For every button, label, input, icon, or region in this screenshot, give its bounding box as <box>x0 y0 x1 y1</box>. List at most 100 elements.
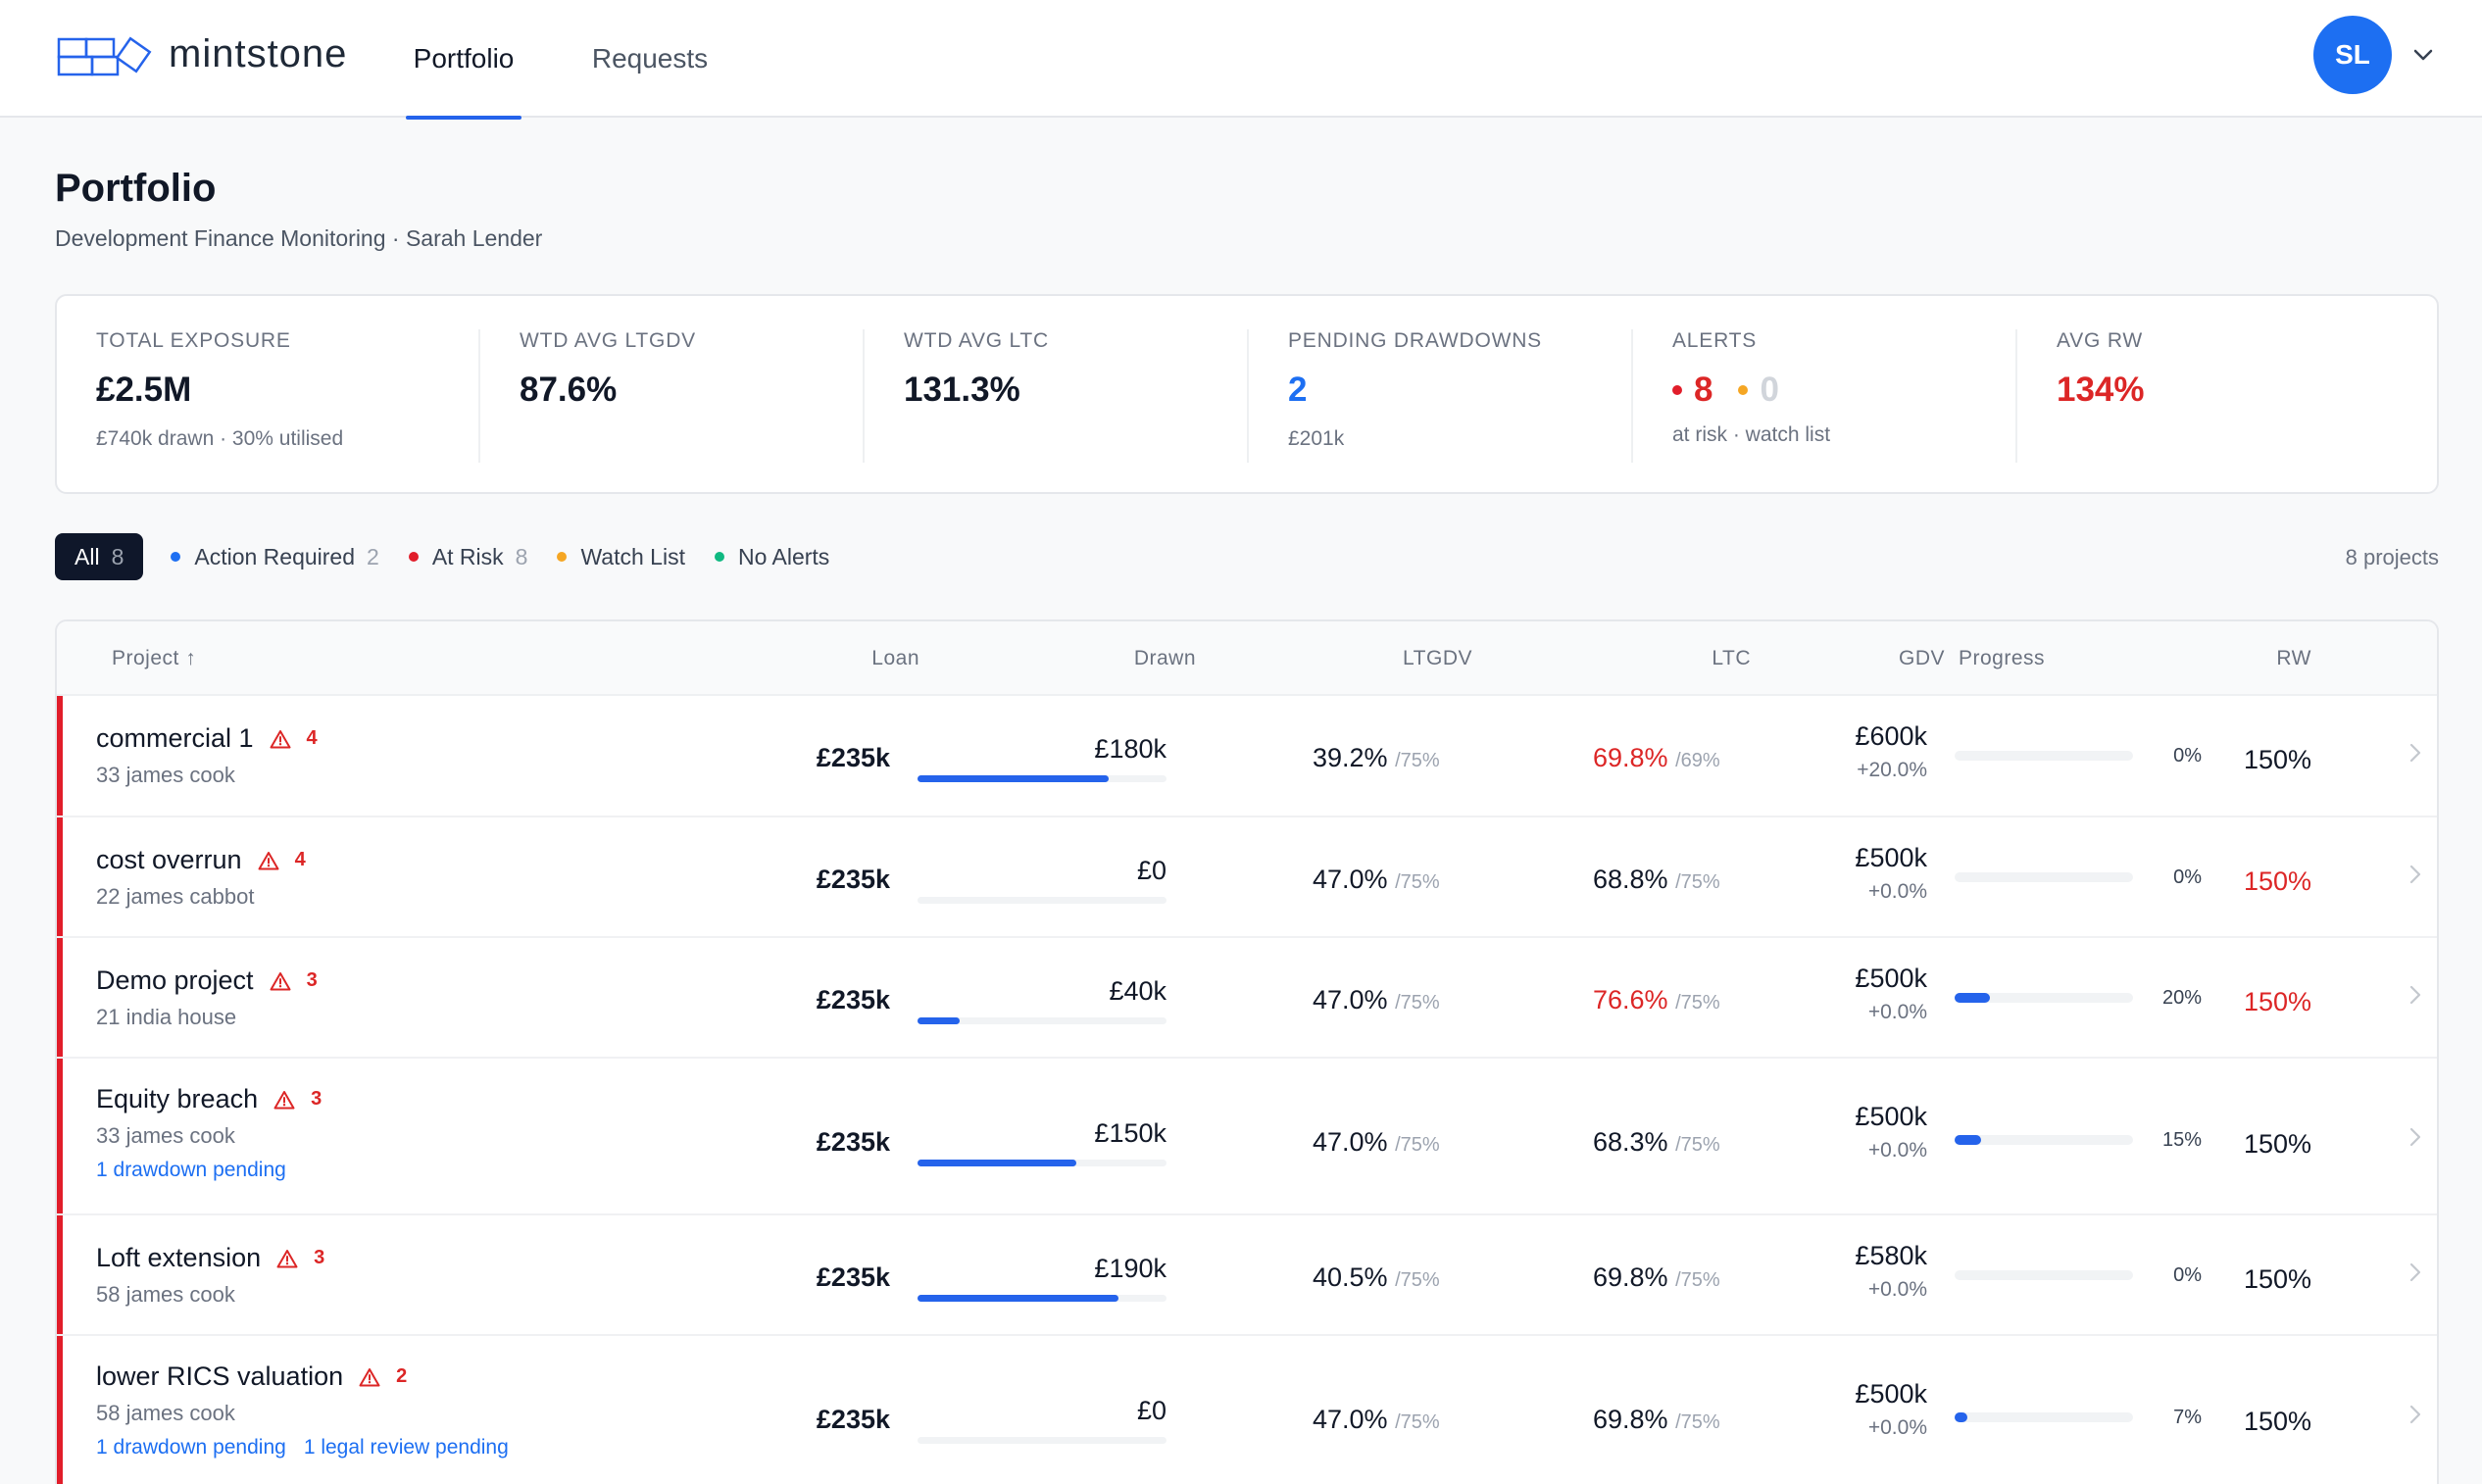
table-row[interactable]: Demo project 3 21 india house £235k £40k 47.0… <box>57 938 2437 1059</box>
filter-no-alerts[interactable]: No Alerts <box>714 544 829 570</box>
divider <box>863 329 865 463</box>
project-name[interactable]: Equity breach <box>96 1084 259 1113</box>
ltc-percent: 68.3% <box>1593 1127 1668 1157</box>
drawn-value: £190k <box>1094 1254 1167 1283</box>
amber-dot-icon <box>1738 385 1749 395</box>
loan-value: £235k <box>816 985 890 1014</box>
alert-badge: 3 <box>276 1247 324 1269</box>
risk-accent-bar <box>57 1215 63 1334</box>
drawn-bar-fill <box>918 1160 1077 1166</box>
pending-link[interactable]: 1 legal review pending <box>303 1436 509 1459</box>
top-bar: mintstone Portfolio Requests SL <box>0 0 2482 120</box>
table-row[interactable]: Equity breach 3 33 james cook 1 drawdown pe… <box>57 1059 2437 1215</box>
red-dot-icon <box>1672 385 1682 395</box>
drawn-value: £0 <box>1136 1396 1167 1425</box>
project-name[interactable]: Demo project <box>96 965 254 995</box>
project-name[interactable]: lower RICS valuation <box>96 1361 344 1391</box>
th-gdv[interactable]: GDV <box>1898 647 1945 669</box>
th-project[interactable]: Project ↑ <box>112 647 197 669</box>
th-drawn[interactable]: Drawn <box>1133 647 1196 669</box>
logo[interactable]: mintstone <box>57 29 347 78</box>
project-name[interactable]: Loft extension <box>96 1243 262 1272</box>
chevron-right-icon[interactable] <box>2408 1261 2423 1289</box>
nav-tab-portfolio[interactable]: Portfolio <box>406 0 521 120</box>
user-avatar[interactable]: SL <box>2313 16 2392 94</box>
pending-links: 1 drawdown pending 1 legal review pending <box>96 1436 526 1459</box>
ltc-percent: 69.8% <box>1593 743 1668 772</box>
drawn-bar <box>918 1017 1167 1024</box>
progress-percent: 15% <box>2161 1129 2202 1151</box>
filter-bar: All 8 Action Required 2 At Risk 8 Watch … <box>55 533 829 580</box>
table-row[interactable]: cost overrun 4 22 james cabbot £235k £0 47.0%… <box>57 817 2437 938</box>
ltc-percent: 76.6% <box>1593 985 1668 1014</box>
progress-bar-fill <box>1955 993 1991 1003</box>
progress-bar <box>1955 993 2133 1003</box>
ltc-value: 69.8% /75% <box>1593 1405 1720 1435</box>
th-progress[interactable]: Progress <box>1959 647 2046 669</box>
alert-badge: 4 <box>258 849 306 871</box>
drawn-bar <box>918 897 1167 904</box>
nav-tab-requests[interactable]: Requests <box>591 43 709 74</box>
th-ltgdv[interactable]: LTGDV <box>1403 647 1472 669</box>
at-risk-count: 8 <box>1672 371 1713 410</box>
table-row[interactable]: commercial 1 4 33 james cook £235k £180k 39.2… <box>57 696 2437 817</box>
ltgdv-value: 47.0% /75% <box>1313 1127 1440 1158</box>
stat-sub: £740k drawn · 30% utilised <box>96 427 344 450</box>
progress-percent: 20% <box>2161 987 2202 1009</box>
chevron-down-icon[interactable] <box>2411 43 2435 67</box>
progress-bar <box>1955 751 2133 761</box>
pending-link[interactable]: 1 drawdown pending <box>96 1436 286 1459</box>
th-rw[interactable]: RW <box>2276 647 2311 669</box>
rw-value: 150% <box>2243 987 2311 1016</box>
risk-accent-bar <box>57 1336 63 1484</box>
gdv-value: £500k <box>1855 1379 1927 1409</box>
divider <box>1631 329 1633 463</box>
stat-value: 134% <box>2057 371 2145 409</box>
ltc-value: 69.8% /69% <box>1593 743 1720 773</box>
chevron-right-icon[interactable] <box>2408 1125 2423 1154</box>
th-loan[interactable]: Loan <box>871 647 919 669</box>
gdv-value: £500k <box>1855 1102 1927 1131</box>
ltgdv-limit: /75% <box>1395 1134 1440 1156</box>
chevron-right-icon[interactable] <box>2408 741 2423 769</box>
stats-card: TOTAL EXPOSURE £2.5M £740k drawn · 30% u… <box>55 294 2439 494</box>
at-risk-value: 8 <box>1694 371 1713 409</box>
project-name-line: lower RICS valuation 2 <box>96 1361 407 1392</box>
table-row[interactable]: Loft extension 3 58 james cook £235k £190k 40… <box>57 1215 2437 1336</box>
chevron-right-icon[interactable] <box>2408 863 2423 891</box>
ltc-limit: /75% <box>1675 992 1720 1014</box>
stat-total-exposure: TOTAL EXPOSURE £2.5M £740k drawn · 30% u… <box>96 329 343 463</box>
drawn-bar <box>918 1295 1167 1302</box>
filter-watch-list[interactable]: Watch List <box>557 544 685 570</box>
gdv-change: +0.0% <box>1867 880 1927 903</box>
ltgdv-percent: 47.0% <box>1313 985 1388 1014</box>
chevron-right-icon[interactable] <box>2408 983 2423 1012</box>
loan-value: £235k <box>816 1127 890 1157</box>
project-name[interactable]: commercial 1 <box>96 723 254 753</box>
pending-link[interactable]: 1 drawdown pending <box>96 1159 286 1181</box>
drawn-bar <box>918 775 1167 782</box>
drawn-value: £0 <box>1136 856 1167 885</box>
risk-accent-bar <box>57 938 63 1057</box>
gdv-value: £500k <box>1855 843 1927 872</box>
table-row[interactable]: lower RICS valuation 2 58 james cook 1 draw… <box>57 1336 2437 1484</box>
logo-icon <box>57 36 152 76</box>
stat-pending-drawdowns: PENDING DRAWDOWNS 2 £201k <box>1288 329 1542 463</box>
warning-icon <box>270 729 299 749</box>
filter-count: 8 <box>515 543 528 569</box>
rw-value: 150% <box>2243 1407 2311 1436</box>
gdv-value: £580k <box>1855 1241 1927 1270</box>
project-name[interactable]: cost overrun <box>96 845 242 874</box>
logo-text: mintstone <box>169 31 348 75</box>
alert-badge: 3 <box>273 1088 322 1111</box>
progress-bar <box>1955 1135 2133 1145</box>
filter-action-required[interactable]: Action Required 2 <box>171 544 379 570</box>
filter-all[interactable]: All 8 <box>55 533 144 580</box>
filter-label: All <box>74 543 100 569</box>
stat-label: AVG RW <box>2057 329 2144 352</box>
progress-percent: 0% <box>2173 745 2202 767</box>
filter-at-risk[interactable]: At Risk 8 <box>408 543 528 570</box>
filter-count: 8 <box>111 543 124 569</box>
chevron-right-icon[interactable] <box>2408 1403 2423 1431</box>
th-ltc[interactable]: LTC <box>1712 647 1751 669</box>
